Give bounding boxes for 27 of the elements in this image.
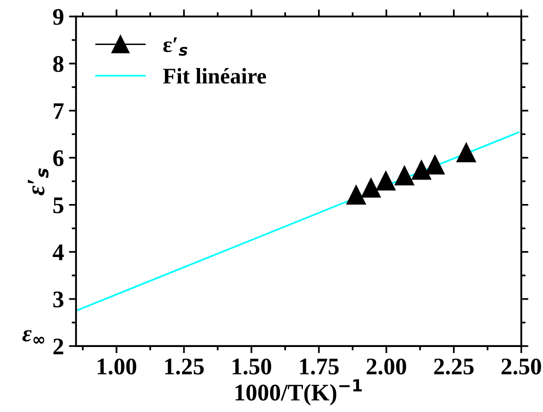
y-tick-label: 2: [53, 338, 64, 354]
point: [456, 142, 476, 162]
point: [425, 155, 445, 175]
legend-label: ε′$_{s}$: [163, 37, 188, 56]
y-tick-label: 6: [53, 150, 64, 166]
y-tick-label: 4: [52, 244, 64, 260]
annotation: ε$_{∞}$: [22, 330, 44, 344]
point: [346, 185, 366, 205]
x-axis-title: 1000/T(K)$^{−1}$: [236, 379, 362, 406]
y-tick-label: 9: [53, 9, 64, 25]
point: [394, 166, 414, 186]
point: [412, 160, 432, 180]
x-tick-label: 1.50: [232, 358, 272, 375]
x-tick-label: 2.50: [502, 358, 542, 375]
y-tick-label: 7: [54, 103, 64, 119]
x-tick-label: 2.00: [366, 358, 406, 375]
x-tick-label: 1.25: [165, 358, 204, 375]
x-tick-label: 2.25: [434, 358, 474, 375]
x-tick-label: 1.75: [300, 358, 339, 375]
legend-label: Fit linéaire: [163, 68, 266, 84]
point: [361, 178, 381, 198]
x-tick-label: 1.00: [98, 358, 136, 375]
y-tick-label: 5: [53, 198, 64, 214]
y-axis-title: ε′$_{s}$: [28, 168, 49, 196]
y-tick-label: 3: [53, 292, 64, 308]
y-tick-label: 8: [53, 56, 64, 72]
point: [376, 171, 396, 191]
